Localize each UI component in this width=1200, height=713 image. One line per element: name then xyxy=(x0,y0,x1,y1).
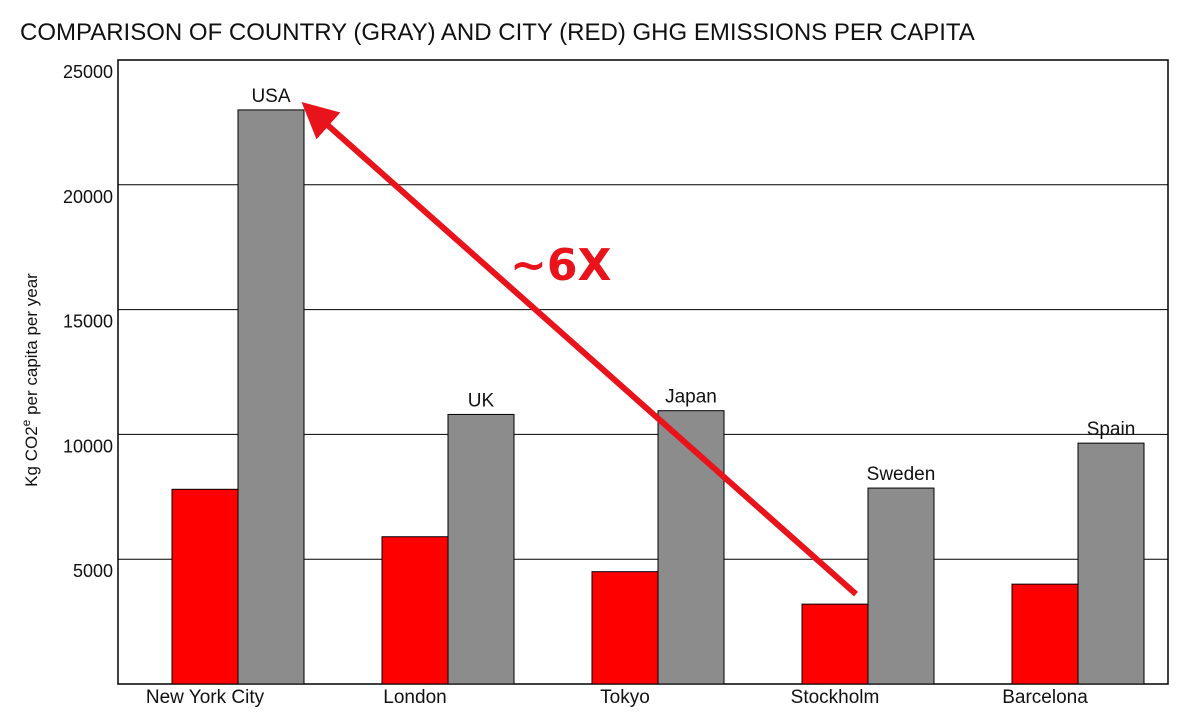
y-tick-10000: 10000 xyxy=(63,436,113,456)
country-label-stockholm: Sweden xyxy=(867,464,936,485)
category-label-tokyo: Tokyo xyxy=(600,687,650,708)
y-tick-15000: 15000 xyxy=(63,312,113,332)
y-axis-label-rest: per capita per year xyxy=(22,273,41,420)
bar-city-tokyo xyxy=(591,571,659,685)
comparison-arrow xyxy=(301,102,858,597)
y-tick-5000: 5000 xyxy=(73,561,113,581)
chart-title: COMPARISON OF COUNTRY (GRAY) AND CITY (R… xyxy=(20,19,975,46)
country-label-barcelona: Spain xyxy=(1087,419,1136,440)
country-label-london: UK xyxy=(468,390,495,411)
y-axis-label-main: Kg CO2 xyxy=(22,426,41,486)
y-axis-label-sup: e xyxy=(19,419,33,426)
country-label-tokyo: Japan xyxy=(665,387,717,408)
y-tick-25000: 25000 xyxy=(63,62,113,82)
bar-labels: USA UK Japan Sweden Spain xyxy=(251,86,1135,485)
bar-city-new-york-city xyxy=(171,488,239,685)
category-label-stockholm: Stockholm xyxy=(791,687,880,708)
bar-country-tokyo xyxy=(657,410,725,685)
country-label-new-york-city: USA xyxy=(251,86,290,107)
bar-city-london xyxy=(381,536,449,685)
bar-country-barcelona xyxy=(1077,442,1145,685)
y-tick-20000: 20000 xyxy=(63,187,113,207)
y-axis-ticks: 5000 10000 15000 20000 25000 xyxy=(63,62,113,581)
category-label-new-york-city: New York City xyxy=(146,687,265,708)
y-axis-label: Kg CO2e per capita per year xyxy=(19,273,41,487)
bars xyxy=(171,109,1145,685)
x-axis-categories: New York City London Tokyo Stockholm Barcelo… xyxy=(146,687,1088,708)
bar-country-london xyxy=(447,413,515,685)
category-label-barcelona: Barcelona xyxy=(1002,687,1088,708)
bar-city-stockholm xyxy=(801,603,869,685)
category-label-london: London xyxy=(383,687,446,708)
bar-country-stockholm xyxy=(867,487,935,685)
bar-country-new-york-city xyxy=(237,109,305,685)
annotation: ~6X xyxy=(301,102,858,597)
bar-city-barcelona xyxy=(1011,583,1079,685)
annotation-label: ~6X xyxy=(510,240,611,291)
